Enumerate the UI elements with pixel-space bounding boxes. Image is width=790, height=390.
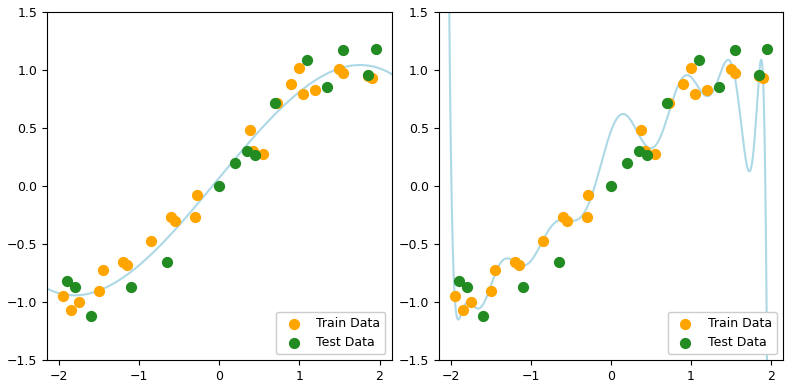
Train Data: [753, 73, 766, 79]
Test Data: [241, 148, 254, 154]
Train Data: [449, 293, 461, 300]
Train Data: [97, 267, 110, 273]
Train Data: [297, 91, 310, 98]
Train Data: [509, 259, 521, 265]
Test Data: [641, 152, 653, 158]
Test Data: [604, 183, 617, 189]
Train Data: [333, 66, 346, 72]
Train Data: [309, 87, 322, 93]
Test Data: [621, 160, 634, 166]
Train Data: [285, 81, 298, 87]
Train Data: [484, 287, 497, 294]
Test Data: [728, 47, 741, 53]
Train Data: [513, 262, 525, 268]
Train Data: [65, 307, 77, 314]
Test Data: [61, 278, 73, 284]
Train Data: [246, 148, 259, 154]
Train Data: [662, 99, 675, 106]
Train Data: [243, 127, 256, 133]
Train Data: [169, 218, 182, 224]
Train Data: [117, 259, 130, 265]
Train Data: [685, 65, 698, 71]
Train Data: [189, 215, 201, 221]
Train Data: [93, 287, 106, 294]
Train Data: [145, 238, 157, 244]
Test Data: [361, 71, 374, 78]
Train Data: [57, 293, 70, 300]
Test Data: [713, 84, 725, 90]
Test Data: [453, 278, 465, 284]
Legend: Train Data, Test Data: Train Data, Test Data: [668, 312, 777, 354]
Test Data: [476, 313, 489, 319]
Train Data: [728, 70, 741, 76]
Train Data: [724, 66, 737, 72]
Train Data: [271, 99, 284, 106]
Test Data: [85, 313, 97, 319]
Test Data: [369, 46, 382, 52]
Train Data: [536, 238, 549, 244]
Test Data: [552, 259, 565, 265]
Train Data: [361, 73, 374, 79]
Train Data: [701, 87, 713, 93]
Test Data: [229, 160, 242, 166]
Train Data: [121, 262, 134, 268]
Test Data: [161, 259, 174, 265]
Train Data: [190, 192, 203, 199]
Test Data: [753, 71, 766, 78]
Legend: Train Data, Test Data: Train Data, Test Data: [276, 312, 386, 354]
Train Data: [561, 218, 574, 224]
Test Data: [693, 57, 705, 63]
Test Data: [69, 284, 81, 290]
Test Data: [461, 284, 473, 290]
Train Data: [337, 70, 350, 76]
Train Data: [488, 267, 501, 273]
Train Data: [465, 299, 477, 305]
Train Data: [556, 215, 569, 221]
Train Data: [676, 81, 689, 87]
Test Data: [213, 183, 226, 189]
Test Data: [633, 148, 645, 154]
Train Data: [635, 127, 648, 133]
Train Data: [165, 215, 178, 221]
Train Data: [757, 75, 769, 81]
Train Data: [649, 151, 661, 157]
Test Data: [322, 84, 334, 90]
Test Data: [125, 284, 137, 290]
Train Data: [73, 299, 85, 305]
Train Data: [581, 215, 593, 221]
Train Data: [689, 91, 702, 98]
Train Data: [293, 65, 306, 71]
Train Data: [582, 192, 595, 199]
Test Data: [269, 99, 282, 106]
Train Data: [457, 307, 469, 314]
Test Data: [337, 47, 350, 53]
Test Data: [761, 46, 773, 52]
Test Data: [660, 99, 673, 106]
Test Data: [517, 284, 529, 290]
Train Data: [257, 151, 269, 157]
Test Data: [301, 57, 314, 63]
Train Data: [365, 75, 378, 81]
Test Data: [249, 152, 261, 158]
Train Data: [638, 148, 651, 154]
